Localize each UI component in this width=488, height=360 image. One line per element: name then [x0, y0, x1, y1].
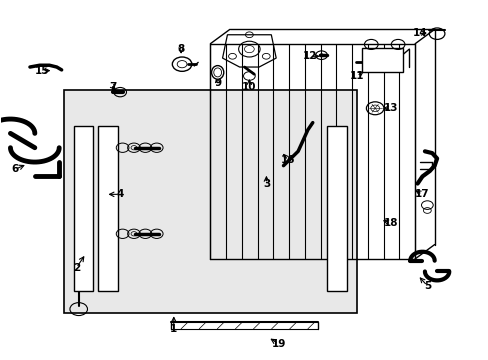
Bar [64, 90, 356, 313]
Text: 6: 6 [12, 164, 19, 174]
Text: 16: 16 [281, 155, 295, 165]
Bar [327, 126, 346, 291]
Text: 14: 14 [412, 28, 427, 38]
Text: 18: 18 [383, 218, 397, 228]
Ellipse shape [213, 68, 221, 77]
Text: 9: 9 [214, 78, 221, 88]
Circle shape [319, 53, 324, 57]
Text: 10: 10 [242, 82, 256, 92]
Text: 8: 8 [177, 44, 184, 54]
Text: 7: 7 [109, 82, 116, 92]
Text: 5: 5 [423, 281, 430, 291]
Ellipse shape [211, 66, 224, 79]
Text: 2: 2 [73, 263, 80, 273]
Text: 17: 17 [414, 189, 429, 199]
Bar [361, 48, 402, 72]
Text: 4: 4 [116, 189, 123, 199]
Bar [98, 126, 118, 291]
Text: 13: 13 [383, 103, 397, 113]
Text: 11: 11 [349, 71, 363, 81]
Text: 15: 15 [35, 66, 49, 76]
Text: 12: 12 [303, 51, 317, 61]
Bar [74, 126, 93, 291]
Text: 1: 1 [170, 324, 177, 334]
Text: 3: 3 [262, 179, 269, 189]
Text: 19: 19 [271, 339, 285, 349]
